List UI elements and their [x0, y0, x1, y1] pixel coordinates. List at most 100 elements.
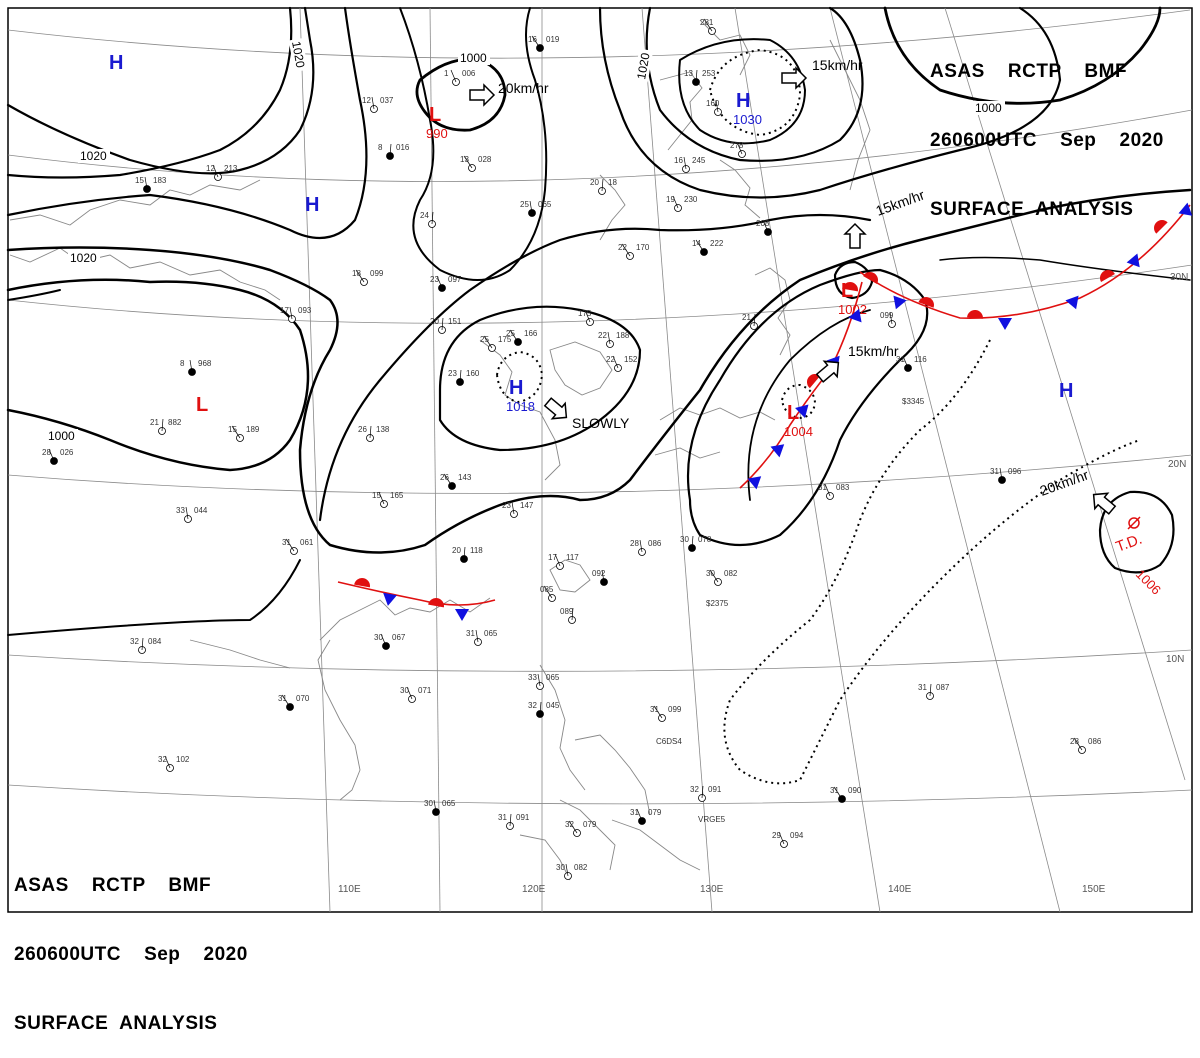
station-pressure: 078: [698, 535, 712, 544]
cold-front-symbol: [1065, 295, 1079, 310]
map-title-bottom: ASAS RCTP BMF 260600UTC Sep 2020 SURFACE…: [14, 828, 248, 1058]
warm-front-symbol: [354, 578, 370, 588]
station-temperature: 085: [540, 585, 554, 594]
station-observation: 31 083: [818, 483, 850, 500]
station-temperature: 25: [480, 335, 489, 344]
warm-front-symbol: [967, 310, 983, 319]
wind-barb-icon: [380, 633, 387, 647]
station-pressure: 061: [300, 538, 314, 547]
wind-barb-icon: [443, 473, 453, 487]
isobar-label: 1020: [70, 251, 97, 265]
isobar-label-bg: [458, 51, 490, 65]
station-pressure: 065: [546, 673, 560, 682]
station-temperature: 1: [444, 69, 449, 78]
station-observation: 32 091: [690, 785, 722, 802]
station-observation: 32 079: [565, 820, 597, 837]
station-observation: 20 18: [590, 178, 617, 195]
station-code: $3345: [902, 397, 925, 406]
station-pressure: 090: [848, 786, 862, 795]
station-observation: 20 118: [452, 546, 483, 563]
station-observation: 31 096: [990, 467, 1022, 484]
cold-front-symbol: [893, 295, 907, 310]
station-temperature: 31: [818, 483, 827, 492]
station-observation: 29 094: [772, 831, 804, 848]
station-observation: 32 102: [158, 755, 190, 772]
station-temperature: 32: [690, 785, 699, 794]
station-temperature: 28: [630, 539, 639, 548]
low-pressure-center: L: [787, 402, 799, 424]
latitude-label: 20N: [1168, 459, 1186, 470]
station-observation: 099: [880, 311, 896, 328]
cold-front-symbol: [455, 609, 469, 621]
station-pressure: 170: [636, 243, 650, 252]
station-pressure: 045: [546, 701, 560, 710]
isobar-label-bg: [288, 38, 309, 73]
station-observation: 13 028: [460, 155, 492, 172]
station-temperature: 31: [896, 355, 905, 364]
wind-barb-icon: [653, 705, 663, 719]
station-temperature: 30: [706, 569, 715, 578]
wind-barb-icon: [212, 164, 219, 178]
wind-barb-icon: [543, 585, 553, 599]
isobars: [6, 6, 1192, 636]
station-temperature: 28: [1070, 737, 1079, 746]
central-pressure-value: 990: [426, 126, 448, 141]
station-pressure: 147: [520, 501, 534, 510]
wind-barb-icon: [709, 569, 719, 583]
wind-barb-icon: [185, 506, 189, 520]
station-pressure: 138: [376, 425, 390, 434]
movement-arrow-icon: [1092, 492, 1117, 515]
station-observation: 33 044: [176, 506, 208, 523]
station-temperature: 31: [990, 467, 999, 476]
wind-barb-icon: [778, 831, 785, 845]
station-temperature: 8: [180, 359, 185, 368]
station-observation: 25 175: [480, 335, 512, 352]
station-observation: 26 138: [358, 425, 390, 442]
station-temperature: 15: [228, 425, 237, 434]
wind-barb-icon: [554, 553, 561, 567]
station-pressure: 044: [194, 506, 208, 515]
cold-front-symbol: [1126, 253, 1140, 268]
station-observation: 15 189: [228, 425, 260, 442]
station-observation: 31 087: [918, 683, 950, 700]
station-temperature: 15: [372, 491, 381, 500]
station-temperature: 33: [176, 506, 185, 515]
isobar-label-bg: [973, 101, 1005, 115]
station-temperature: 21: [742, 313, 751, 322]
wind-barb-icon: [459, 369, 462, 383]
title-line-type: SURFACE ANALYSIS: [930, 199, 1134, 220]
latitude-label: 10N: [1166, 654, 1184, 665]
wind-barb-icon: [607, 331, 611, 345]
wind-barb-icon: [568, 820, 578, 834]
station-pressure: 166: [524, 329, 538, 338]
title-line-agency: ASAS RCTP BMF: [14, 875, 212, 896]
movement-arrow-icon: [543, 397, 568, 420]
station-observation: 208: [756, 219, 772, 236]
station-code: $2375: [706, 599, 729, 608]
wind-barb-icon: [483, 335, 493, 349]
station-temperature: 25: [506, 329, 515, 338]
station-observation: 30 082: [706, 569, 738, 586]
wind-barb-icon: [833, 786, 843, 800]
movement-arrow-icon: [781, 66, 808, 90]
isobar-label-bg: [633, 48, 654, 83]
movement-arrow-icon: [815, 360, 840, 383]
warm-front-symbol: [1100, 270, 1115, 282]
station-code: VRGE5: [698, 815, 726, 824]
wind-barb-icon: [683, 156, 687, 170]
station-pressure: 086: [648, 539, 662, 548]
wind-barb-icon: [639, 539, 643, 553]
fronts: [337, 204, 1191, 606]
high-pressure-center: H: [736, 90, 750, 112]
station-temperature: 16: [528, 35, 537, 44]
longitude-label: 120E: [522, 884, 546, 895]
station-temperature: 30: [680, 535, 689, 544]
isobar-label-bg: [68, 251, 100, 265]
wind-barb-icon: [715, 99, 719, 113]
high-pressure-center: H: [305, 194, 319, 216]
wind-barb-icon: [231, 425, 241, 439]
station-temperature: 30: [374, 633, 383, 642]
station-temperature: 19: [666, 195, 675, 204]
station-pressure: 253: [702, 69, 716, 78]
